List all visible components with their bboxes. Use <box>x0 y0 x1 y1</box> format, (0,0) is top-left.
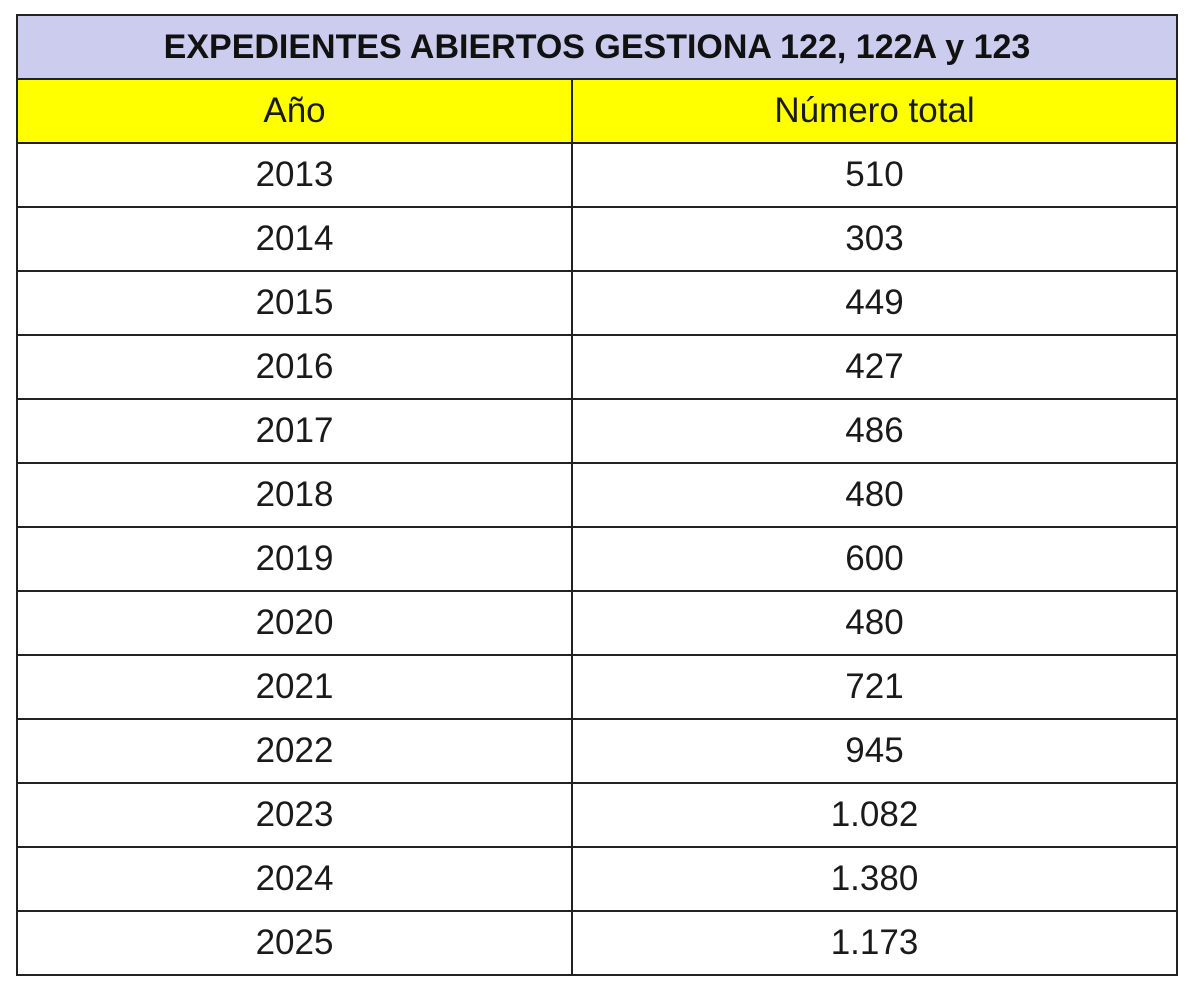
table-row: 2023 1.082 <box>16 782 1178 848</box>
column-header-year: Año <box>16 78 573 144</box>
cell-total: 945 <box>571 718 1178 784</box>
table-row: 2015 449 <box>16 270 1178 336</box>
cell-total: 480 <box>571 590 1178 656</box>
cell-total: 600 <box>571 526 1178 592</box>
table-row: 2017 486 <box>16 398 1178 464</box>
cell-year: 2022 <box>16 718 573 784</box>
cell-total: 1.380 <box>571 846 1178 912</box>
cell-total: 1.082 <box>571 782 1178 848</box>
cell-year: 2013 <box>16 142 573 208</box>
cell-total: 427 <box>571 334 1178 400</box>
cell-year: 2024 <box>16 846 573 912</box>
cell-total: 1.173 <box>571 910 1178 976</box>
column-header-total: Número total <box>571 78 1178 144</box>
cell-total: 510 <box>571 142 1178 208</box>
cell-total: 303 <box>571 206 1178 272</box>
table-header-row: Año Número total <box>16 78 1178 144</box>
cell-year: 2023 <box>16 782 573 848</box>
cell-year: 2025 <box>16 910 573 976</box>
table-row: 2018 480 <box>16 462 1178 528</box>
table-row: 2024 1.380 <box>16 846 1178 912</box>
cell-total: 486 <box>571 398 1178 464</box>
table-row: 2022 945 <box>16 718 1178 784</box>
cell-year: 2017 <box>16 398 573 464</box>
table-row: 2016 427 <box>16 334 1178 400</box>
cell-year: 2015 <box>16 270 573 336</box>
cell-total: 721 <box>571 654 1178 720</box>
table-row: 2013 510 <box>16 142 1178 208</box>
cell-year: 2014 <box>16 206 573 272</box>
cell-total: 449 <box>571 270 1178 336</box>
table-row: 2025 1.173 <box>16 910 1178 976</box>
table-row: 2021 721 <box>16 654 1178 720</box>
cell-year: 2016 <box>16 334 573 400</box>
data-table-container: EXPEDIENTES ABIERTOS GESTIONA 122, 122A … <box>16 14 1178 976</box>
cell-total: 480 <box>571 462 1178 528</box>
table-row: 2014 303 <box>16 206 1178 272</box>
cell-year: 2020 <box>16 590 573 656</box>
cell-year: 2018 <box>16 462 573 528</box>
cell-year: 2021 <box>16 654 573 720</box>
table-title-row: EXPEDIENTES ABIERTOS GESTIONA 122, 122A … <box>16 14 1178 80</box>
table-title: EXPEDIENTES ABIERTOS GESTIONA 122, 122A … <box>16 14 1178 80</box>
table-row: 2019 600 <box>16 526 1178 592</box>
table-row: 2020 480 <box>16 590 1178 656</box>
expedientes-table: EXPEDIENTES ABIERTOS GESTIONA 122, 122A … <box>16 14 1178 976</box>
cell-year: 2019 <box>16 526 573 592</box>
